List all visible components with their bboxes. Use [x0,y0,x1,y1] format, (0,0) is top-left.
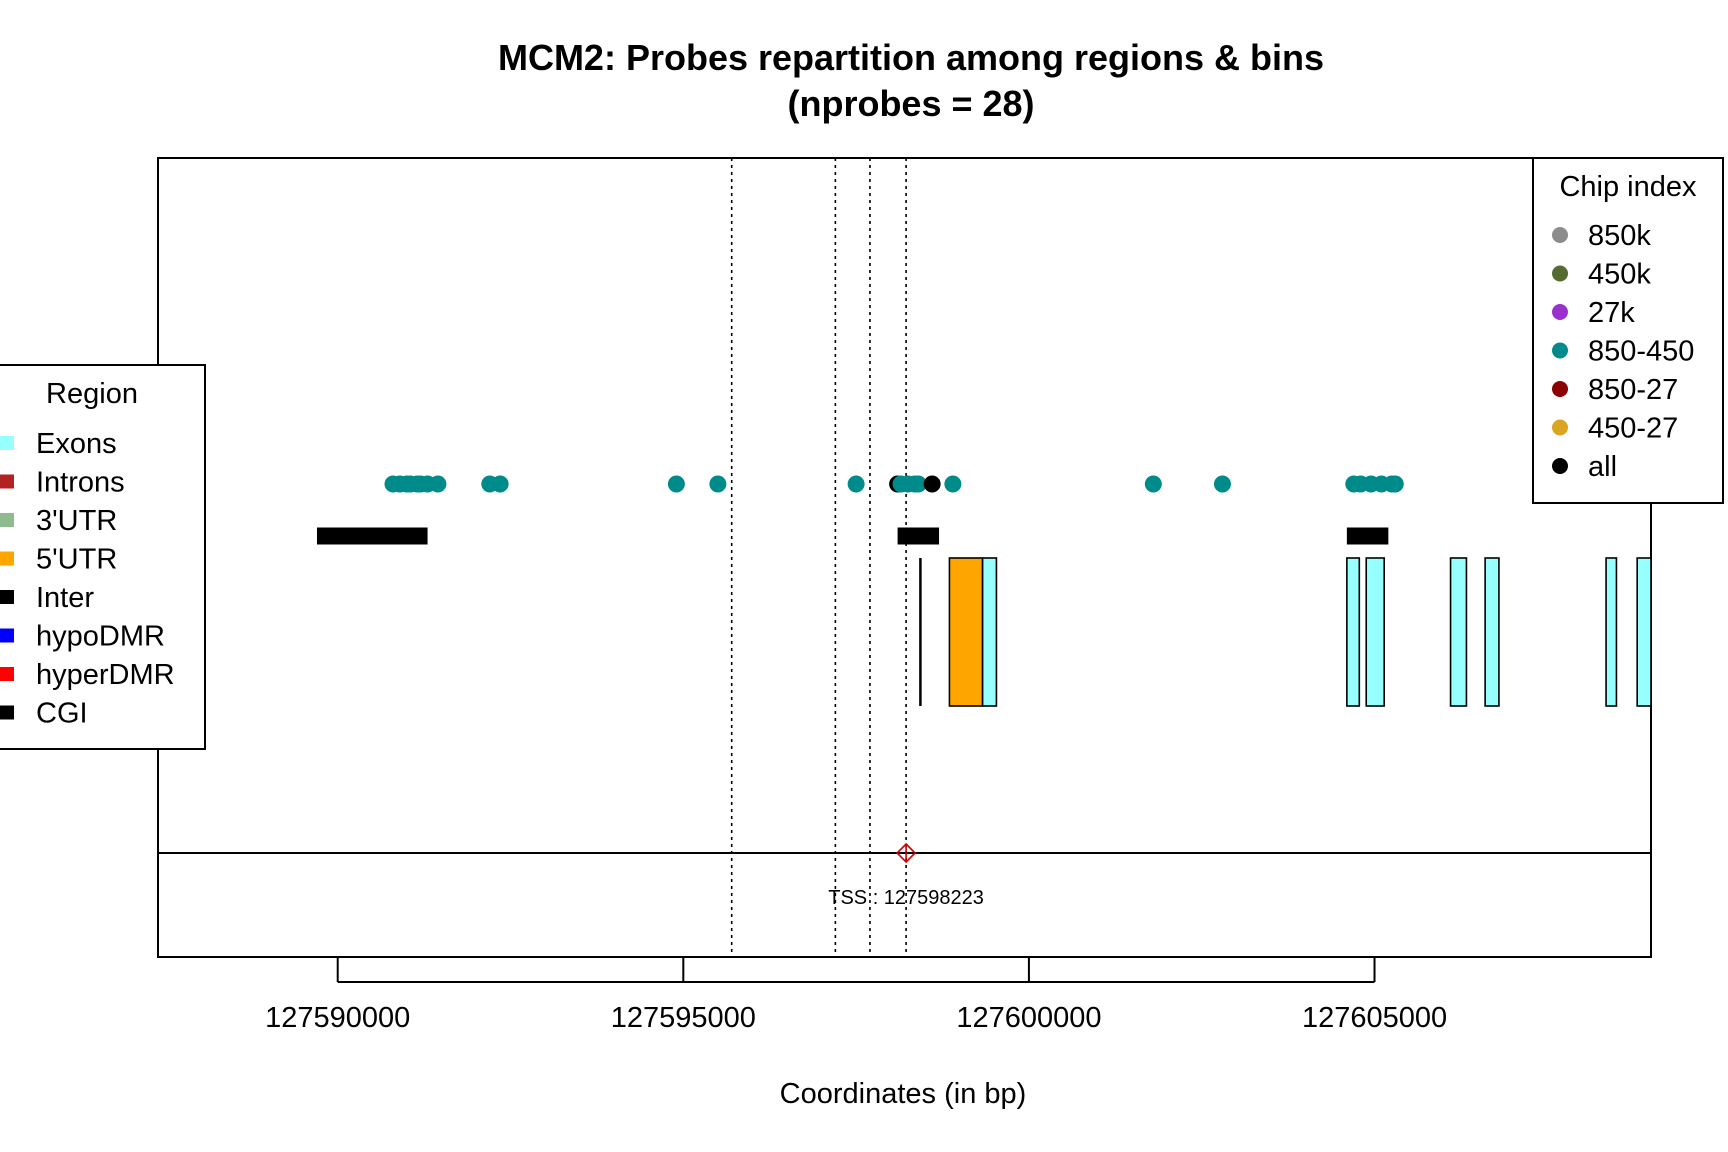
region-legend-swatch [0,705,14,720]
chip-legend-label: 450-27 [1588,413,1678,445]
region-legend-label: hyperDMR [36,659,175,691]
plot-frame [157,157,1652,958]
chart-title: MCM2: Probes repartition among regions &… [498,37,1324,78]
chip-legend-dot [1552,342,1568,359]
bin-boundaries [730,158,907,957]
cgi-bar [897,527,940,545]
chip-legend-label: 450k [1588,259,1651,291]
region-legend-label: hypoDMR [36,621,165,653]
chip-legend-dot [1552,304,1568,320]
x-axis: 127590000 127595000 127600000 127605000 [265,957,1447,1034]
chip-legend-label: 850-27 [1588,374,1678,406]
feature-exons [1346,557,1361,707]
probe-point [491,475,509,493]
chip-legend-dot [1552,458,1568,474]
chip-legend-dot [1552,419,1568,436]
chip-legend-title: Chip index [1559,171,1697,203]
chip-legend-dot [1552,265,1568,282]
region-legend-swatch [0,551,14,566]
region-legend-swatch [0,628,14,643]
tss-group: TSS : 127598223 [828,842,984,909]
probe-point [429,475,447,493]
region-legend-box [0,364,206,750]
region-legend-swatch [0,590,14,604]
chip-legend-label: 27k [1588,297,1635,329]
region-legend-label: Introns [36,467,125,499]
chip-legend: Chip index 850k 450k 27k 850-450 850-27 450-2… [1532,157,1724,504]
x-tick-label: 127605000 [1302,1002,1447,1034]
tss-label: TSS : 127598223 [828,887,984,909]
region-legend-label: 5'UTR [36,544,117,576]
feature-exons [1484,557,1500,707]
probe-point [667,475,685,493]
region-legend: Region Exons Introns 3'UTR 5'UTR Inter hypoDM… [0,364,206,750]
chip-legend-dot [1552,227,1568,243]
probe-point [1213,475,1231,493]
probe-point [944,475,962,493]
cgi-bars [316,527,1389,545]
cgi-bar [316,527,428,545]
probe-point [709,475,727,493]
region-legend-label: Exons [36,428,117,460]
region-legend-swatch [0,436,14,450]
chip-legend-label: 850-450 [1588,336,1694,368]
feature-exons [1636,557,1652,707]
region-legend-swatch [0,667,14,681]
chip-legend-dot [1552,381,1568,397]
x-axis-label: Coordinates (in bp) [780,1078,1027,1110]
region-legend-label: 3'UTR [36,505,117,537]
x-tick-label: 127600000 [956,1002,1101,1034]
region-legend-label: Inter [36,582,94,614]
x-tick-label: 127590000 [265,1002,410,1034]
probe-point [847,475,865,493]
feature-5utr [948,557,984,707]
feature-exons [1365,557,1385,707]
probe-point [923,475,941,493]
chip-legend-label: all [1588,451,1617,483]
feature-exons [981,557,998,707]
chip-legend-box [1532,157,1724,504]
region-legend-title: Region [46,378,138,410]
chart-subtitle: (nprobes = 28) [787,83,1034,124]
region-legend-swatch [0,474,14,489]
feature-exons [1449,557,1468,707]
region-features [919,557,1652,707]
probe-point [1386,475,1404,493]
region-legend-label: CGI [36,698,88,730]
chip-legend-label: 850k [1588,220,1651,252]
probe-points [384,475,1404,493]
cgi-bar [1346,527,1389,545]
probe-point [909,475,927,493]
probe-point [1144,475,1162,493]
feature-exons [1605,557,1618,707]
x-tick-label: 127595000 [611,1002,756,1034]
region-legend-swatch [0,513,14,527]
